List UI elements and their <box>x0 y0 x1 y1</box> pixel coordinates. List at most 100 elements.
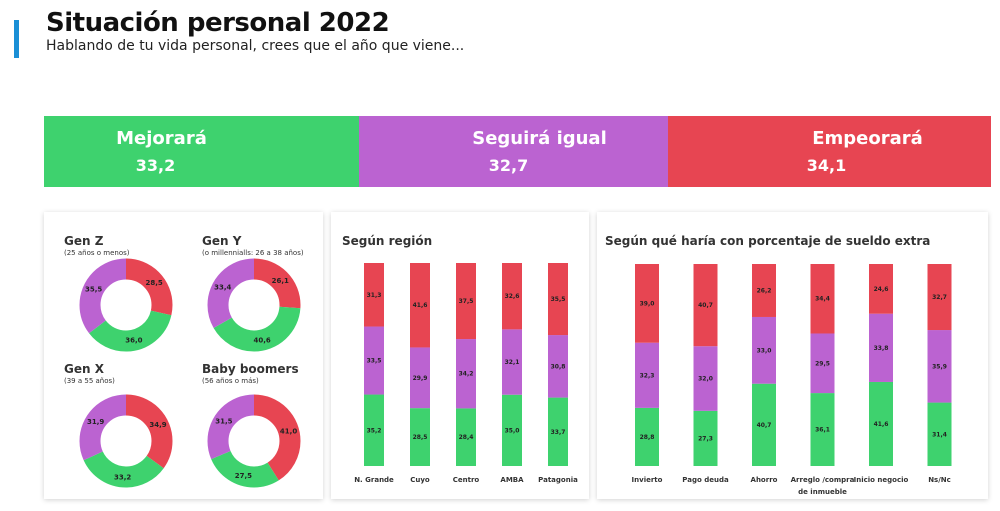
bar-value-label: 35,5 <box>551 296 566 303</box>
category-label: Patagonia <box>538 476 578 484</box>
bar-segment-mejorara <box>456 408 476 466</box>
bar-segment-mejorara <box>548 397 568 466</box>
donut-segment-mejorara <box>207 258 301 352</box>
bar-value-label: 31,4 <box>932 431 947 438</box>
bar-value-label: 29,9 <box>413 375 428 382</box>
bar-value-label: 28,5 <box>413 434 428 441</box>
accent-bar <box>14 20 19 58</box>
bar-value-label: 29,5 <box>815 360 830 367</box>
bar-segment-mejorara <box>927 402 952 466</box>
bar-segment-seguira-igual <box>548 335 568 398</box>
bar-segment-mejorara <box>810 393 835 466</box>
category-label: Centro <box>453 476 480 484</box>
donut-value-label: 31,9 <box>87 418 104 426</box>
bar-segment-seguira-igual <box>752 316 776 384</box>
bar-value-label: 39,0 <box>640 300 655 307</box>
bar-value-label: 35,2 <box>367 427 382 434</box>
bar-segment-empeorara <box>752 264 776 317</box>
bar-value-label: 35,0 <box>505 427 520 434</box>
bar-segment-empeorara <box>410 263 430 348</box>
bar-segment-mejorara <box>869 381 893 466</box>
bar-value-label: 33,0 <box>757 347 772 354</box>
bar-segment-seguira-igual <box>635 342 659 408</box>
bar-segment-seguira-igual <box>410 347 430 409</box>
donut-value-label: 34,9 <box>149 421 166 429</box>
donut-segment-mejorara <box>79 258 173 352</box>
bar-segment-mejorara <box>635 407 659 466</box>
bar-value-label: 32,1 <box>505 359 520 366</box>
donut-value-label: 26,1 <box>272 277 289 285</box>
bar-segment-empeorara <box>456 263 476 340</box>
donut-value-label: 41,0 <box>280 427 297 435</box>
bar-value-label: 41,6 <box>413 302 428 309</box>
bar-value-label: 27,3 <box>698 435 713 442</box>
bar-segment-seguira-igual <box>869 313 893 382</box>
gen-label: Gen X <box>64 362 104 376</box>
bar-segment-seguira-igual <box>927 330 952 403</box>
summary-label: Seguirá igual <box>472 128 607 149</box>
summary-value: 32,7 <box>488 156 529 175</box>
bar-segment-empeorara <box>810 264 835 334</box>
bar-value-label: 37,5 <box>459 298 474 305</box>
bar-segment-empeorara <box>364 263 384 327</box>
bar-value-label: 36,1 <box>815 427 830 434</box>
donut-segment-seguira-igual <box>207 258 301 352</box>
donut-segment-mejorara <box>79 394 173 488</box>
region-panel-title: Según región <box>342 234 433 248</box>
donut-baby-boomers: 41,0 27,5 31,5 <box>207 394 301 488</box>
bar-value-label: 28,8 <box>640 434 655 441</box>
salary-panel-title: Según qué haría con porcentaje de sueldo… <box>605 234 931 248</box>
category-label: Invierto <box>632 476 663 484</box>
bar-value-label: 32,7 <box>932 294 947 301</box>
summary-value: 34,1 <box>806 156 847 175</box>
bar-segment-empeorara <box>635 264 659 343</box>
donut-segment-mejorara <box>207 394 301 488</box>
bar-segment-seguira-igual <box>693 346 718 411</box>
gen-sublabel: (o millennialls: 26 a 38 años) <box>202 249 304 257</box>
summary-label: Mejorará <box>116 128 207 149</box>
bar-value-label: 35,9 <box>932 363 947 370</box>
category-label: Ns/Nc <box>928 476 951 484</box>
summary-seguira-igual: Seguirá igual 32,7 <box>359 116 668 187</box>
gen-sublabel: (25 años o menos) <box>64 249 130 257</box>
category-label: AMBA <box>500 476 524 484</box>
generation-panel: Gen Z (25 años o menos) Gen Y (o millenn… <box>44 212 323 499</box>
category-label: de inmueble <box>798 488 847 496</box>
bar-segment-seguira-igual <box>810 333 835 394</box>
bar-segment-seguira-igual <box>456 339 476 409</box>
bar-segment-empeorara <box>502 263 522 330</box>
bar-value-label: 28,4 <box>459 434 474 441</box>
salary-panel: Según qué haría con porcentaje de sueldo… <box>597 212 988 499</box>
summary-mejorara: Mejorará 33,2 <box>44 116 359 187</box>
bar-segment-empeorara <box>693 264 718 347</box>
summary-band: Mejorará 33,2 Seguirá igual 32,7 Empeora… <box>44 116 991 187</box>
bar-segment-mejorara <box>502 394 522 466</box>
donut-value-label: 33,4 <box>214 284 231 292</box>
bar-value-label: 26,2 <box>757 287 772 294</box>
category-label: Arreglo /compra <box>791 476 855 484</box>
category-label: N. Grande <box>354 476 394 484</box>
bar-value-label: 32,0 <box>698 376 713 383</box>
gen-sublabel: (56 años o más) <box>202 377 259 385</box>
bar-segment-mejorara <box>752 383 776 466</box>
bar-value-label: 32,6 <box>505 293 520 300</box>
bar-value-label: 31,3 <box>367 292 382 299</box>
donut-value-label: 33,2 <box>114 473 131 481</box>
donut-segment-seguira-igual <box>79 394 173 488</box>
bar-segment-empeorara <box>869 264 893 314</box>
bar-value-label: 24,6 <box>874 286 889 293</box>
bar-value-label: 34,4 <box>815 296 830 303</box>
summary-label: Empeorará <box>812 128 923 149</box>
donut-segment-seguira-igual <box>207 394 301 488</box>
bar-segment-seguira-igual <box>502 329 522 395</box>
gen-label: Baby boomers <box>202 362 299 376</box>
region-panel: Según región 35,2 33,5 31,3 N. Grande 28,5 29… <box>331 212 589 499</box>
bar-segment-mejorara <box>410 408 430 466</box>
gen-sublabel: (39 a 55 años) <box>64 377 115 385</box>
bar-value-label: 41,6 <box>874 421 889 428</box>
page-subtitle: Hablando de tu vida personal, crees que … <box>46 38 465 54</box>
donut-segment-seguira-igual <box>79 258 173 352</box>
bar-segment-empeorara <box>548 263 568 336</box>
donut-gen-x: 34,9 33,2 31,9 <box>79 394 173 488</box>
bar-segment-mejorara <box>364 394 384 466</box>
